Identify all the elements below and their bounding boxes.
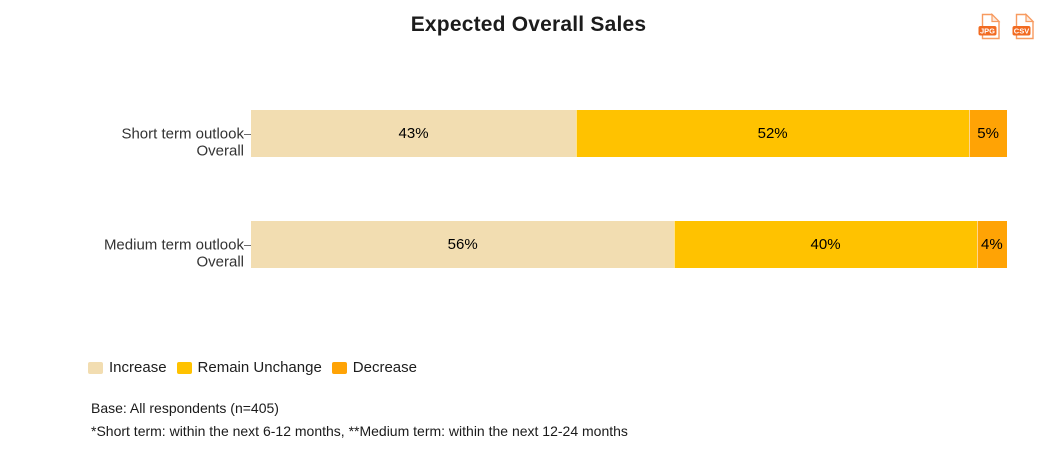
- legend-label: Remain Unchange: [197, 359, 322, 376]
- legend-swatch: [176, 361, 192, 374]
- legend-item-decrease[interactable]: Decrease: [331, 359, 417, 376]
- bar-segment-increase: 56%: [251, 221, 675, 268]
- legend-swatch: [88, 361, 103, 374]
- bar-track: 43% 52% 5%: [251, 110, 1007, 157]
- category-label-line: Short term outlook: [121, 125, 244, 142]
- legend-label: Increase: [109, 359, 167, 376]
- page-title: Expected Overall Sales: [410, 13, 647, 36]
- category-label-line: Medium term outlook: [103, 236, 244, 253]
- export-toolbar: JPG CSV: [978, 13, 1035, 40]
- jpg-file-icon: JPG: [978, 13, 1001, 40]
- bar-segment-remain-unchange: 40%: [674, 221, 977, 268]
- bar-segment-remain-unchange: 52%: [576, 110, 970, 157]
- category-label-text: Medium term outlook Overall: [104, 236, 244, 270]
- legend-item-increase[interactable]: Increase: [88, 359, 167, 376]
- legend-swatch: [331, 361, 347, 374]
- csv-file-icon: CSV: [1012, 13, 1035, 40]
- bar-row: Medium term outlook Overall 56% 40% 4%: [0, 221, 1007, 270]
- category-label-line: Overall: [196, 142, 244, 159]
- category-label-line: Overall: [196, 253, 244, 270]
- export-csv-label: CSV: [1014, 27, 1029, 36]
- bar-segment-decrease: 5%: [969, 110, 1007, 157]
- legend-item-remain-unchange[interactable]: Remain Unchange: [176, 359, 322, 376]
- bar-value-label: 43%: [398, 125, 429, 142]
- bar-value-label: 40%: [810, 236, 841, 253]
- bar-segment-increase: 43%: [251, 110, 577, 157]
- export-csv-button[interactable]: CSV: [1012, 13, 1035, 40]
- stacked-bar-chart: Short term outlook Overall 43% 52% 5% Medium …: [0, 110, 1007, 270]
- category-label: Medium term outlook Overall: [0, 221, 244, 270]
- bar-value-label: 5%: [977, 125, 999, 142]
- bar-value-label: 4%: [981, 236, 1003, 253]
- bar-track: 56% 40% 4%: [251, 221, 1007, 268]
- bar-segment-decrease: 4%: [976, 221, 1007, 268]
- category-label: Short term outlook Overall: [0, 110, 244, 159]
- bar-value-label: 52%: [757, 125, 788, 142]
- category-label-text: Short term outlook Overall: [121, 125, 244, 159]
- bar-row: Short term outlook Overall 43% 52% 5%: [0, 110, 1007, 159]
- footnote-terms: *Short term: within the next 6-12 months…: [91, 423, 628, 439]
- bar-value-label: 56%: [447, 236, 478, 253]
- axis-tick: [244, 244, 251, 246]
- chart-legend: Increase Remain Unchange Decrease: [88, 359, 417, 376]
- export-jpg-button[interactable]: JPG: [978, 13, 1001, 40]
- axis-tick: [244, 133, 251, 135]
- legend-label: Decrease: [352, 359, 417, 376]
- footnote-base: Base: All respondents (n=405): [91, 400, 279, 416]
- export-jpg-label: JPG: [980, 27, 995, 36]
